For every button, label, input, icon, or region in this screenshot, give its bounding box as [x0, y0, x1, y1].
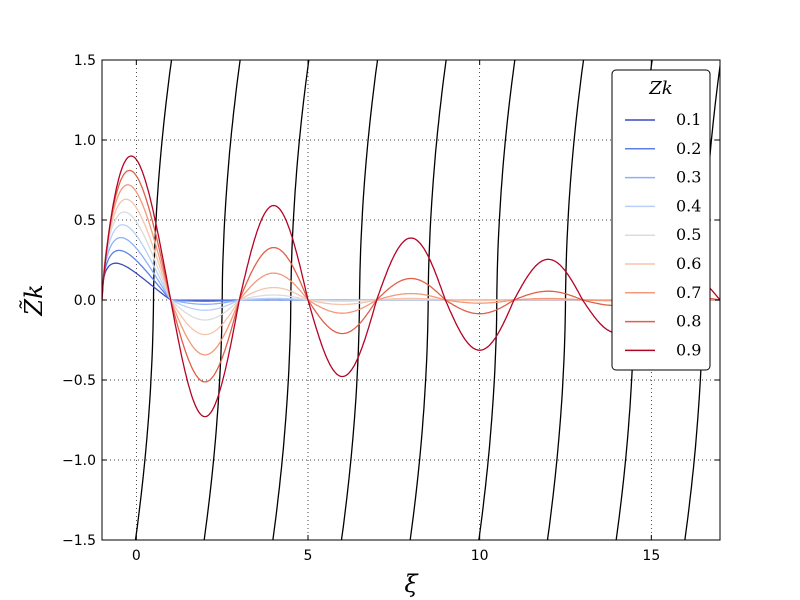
legend-title: Zk [648, 78, 672, 99]
legend-label: 0.7 [676, 283, 701, 302]
x-tick-label: 15 [642, 548, 660, 564]
x-axis-label: ξ [404, 570, 419, 598]
ticks [102, 59, 720, 541]
legend-label: 0.8 [676, 312, 701, 331]
y-tick-label: −1.0 [62, 453, 96, 469]
legend-label: 0.6 [676, 254, 701, 273]
legend-label: 0.4 [676, 196, 701, 215]
y-tick-label: −0.5 [62, 373, 96, 389]
legend-label: 0.9 [676, 340, 701, 359]
y-tick-label: 1.5 [74, 53, 96, 69]
y-tick-label: −1.5 [62, 533, 96, 549]
legend-box [611, 69, 711, 371]
y-axis-label: Z̃k [20, 284, 48, 316]
y-tick-label: 1.0 [74, 133, 96, 149]
y-tick-label: 0.0 [74, 293, 96, 309]
legend-label: 0.1 [676, 110, 701, 129]
y-tick-label: 0.5 [74, 213, 96, 229]
x-tick-label: 10 [471, 548, 489, 564]
legend-items: 0.1 0.2 0.3 0.4 0.5 0.6 0.7 0.8 0.9 [625, 110, 701, 359]
x-tick-label: 0 [132, 548, 141, 564]
legend-label: 0.5 [676, 225, 701, 244]
x-tick-label: 5 [304, 548, 313, 564]
legend: Zk 0.1 0.2 0.3 0.4 0.5 0.6 0.7 0.8 0.9 [611, 69, 711, 371]
legend-label: 0.3 [676, 168, 701, 187]
background-curve [134, 60, 173, 540]
legend-label: 0.2 [676, 139, 701, 158]
tick-labels: 0 5 10 15 −1.5 −1.0 −0.5 0.0 0.5 1.0 1.5 [62, 53, 660, 564]
